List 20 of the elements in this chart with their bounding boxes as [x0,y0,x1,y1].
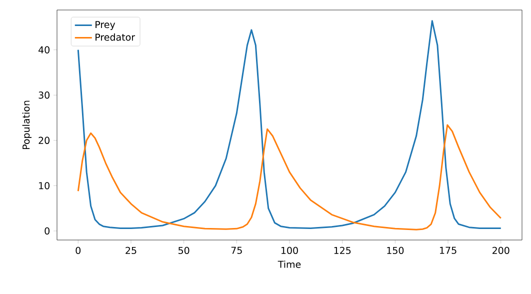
x-tick-label: 50 [178,246,190,254]
x-tick-label: 0 [76,246,81,254]
legend-label: Prey [96,21,116,30]
x-tick-label: 125 [334,246,351,254]
legend-label: Predator [96,33,136,41]
y-tick-label: 20 [38,136,50,144]
x-tick-label: 150 [387,246,404,254]
x-axis-title: Time [278,260,301,268]
y-tick-label: 0 [44,227,50,235]
x-tick-label: 175 [440,246,456,254]
y-tick-label: 40 [38,46,50,54]
x-tick-label: 200 [492,246,510,254]
line-series [77,124,502,230]
y-tick-label: 30 [38,92,50,99]
x-tick-label: 75 [231,246,242,254]
line-series [77,20,502,229]
y-axis-title: Population [22,100,32,150]
x-tick-label: 25 [126,246,136,254]
x-tick-label: 100 [281,246,298,254]
y-tick-label: 10 [39,182,50,190]
